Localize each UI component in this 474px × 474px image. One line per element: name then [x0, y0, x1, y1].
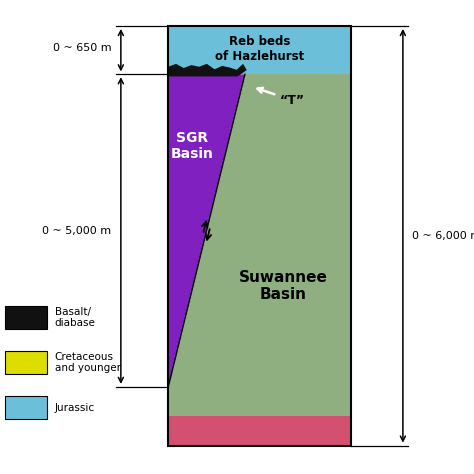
Text: Jurassic: Jurassic — [55, 402, 95, 413]
Text: 0 ~ 650 m: 0 ~ 650 m — [53, 43, 111, 53]
Text: SGR
Basin: SGR Basin — [171, 130, 213, 161]
Polygon shape — [168, 74, 351, 416]
Bar — [168, 26, 351, 446]
Bar — [5, 351, 47, 374]
Text: “T”: “T” — [257, 88, 305, 107]
Text: Reb beds
of Hazlehurst: Reb beds of Hazlehurst — [215, 35, 304, 63]
Text: Suwannee
Basin: Suwannee Basin — [239, 270, 328, 302]
Text: 0 ~ 6,000 m: 0 ~ 6,000 m — [412, 231, 474, 241]
Bar — [5, 396, 47, 419]
Polygon shape — [168, 26, 351, 74]
Text: Cretaceous
and younger: Cretaceous and younger — [55, 352, 120, 374]
Text: 0 ~ 5,000 m: 0 ~ 5,000 m — [42, 226, 111, 236]
Text: Basalt/
diabase: Basalt/ diabase — [55, 307, 95, 328]
Polygon shape — [234, 64, 247, 76]
Bar — [5, 306, 47, 329]
Polygon shape — [168, 406, 351, 446]
Polygon shape — [168, 74, 245, 387]
Polygon shape — [168, 64, 237, 76]
